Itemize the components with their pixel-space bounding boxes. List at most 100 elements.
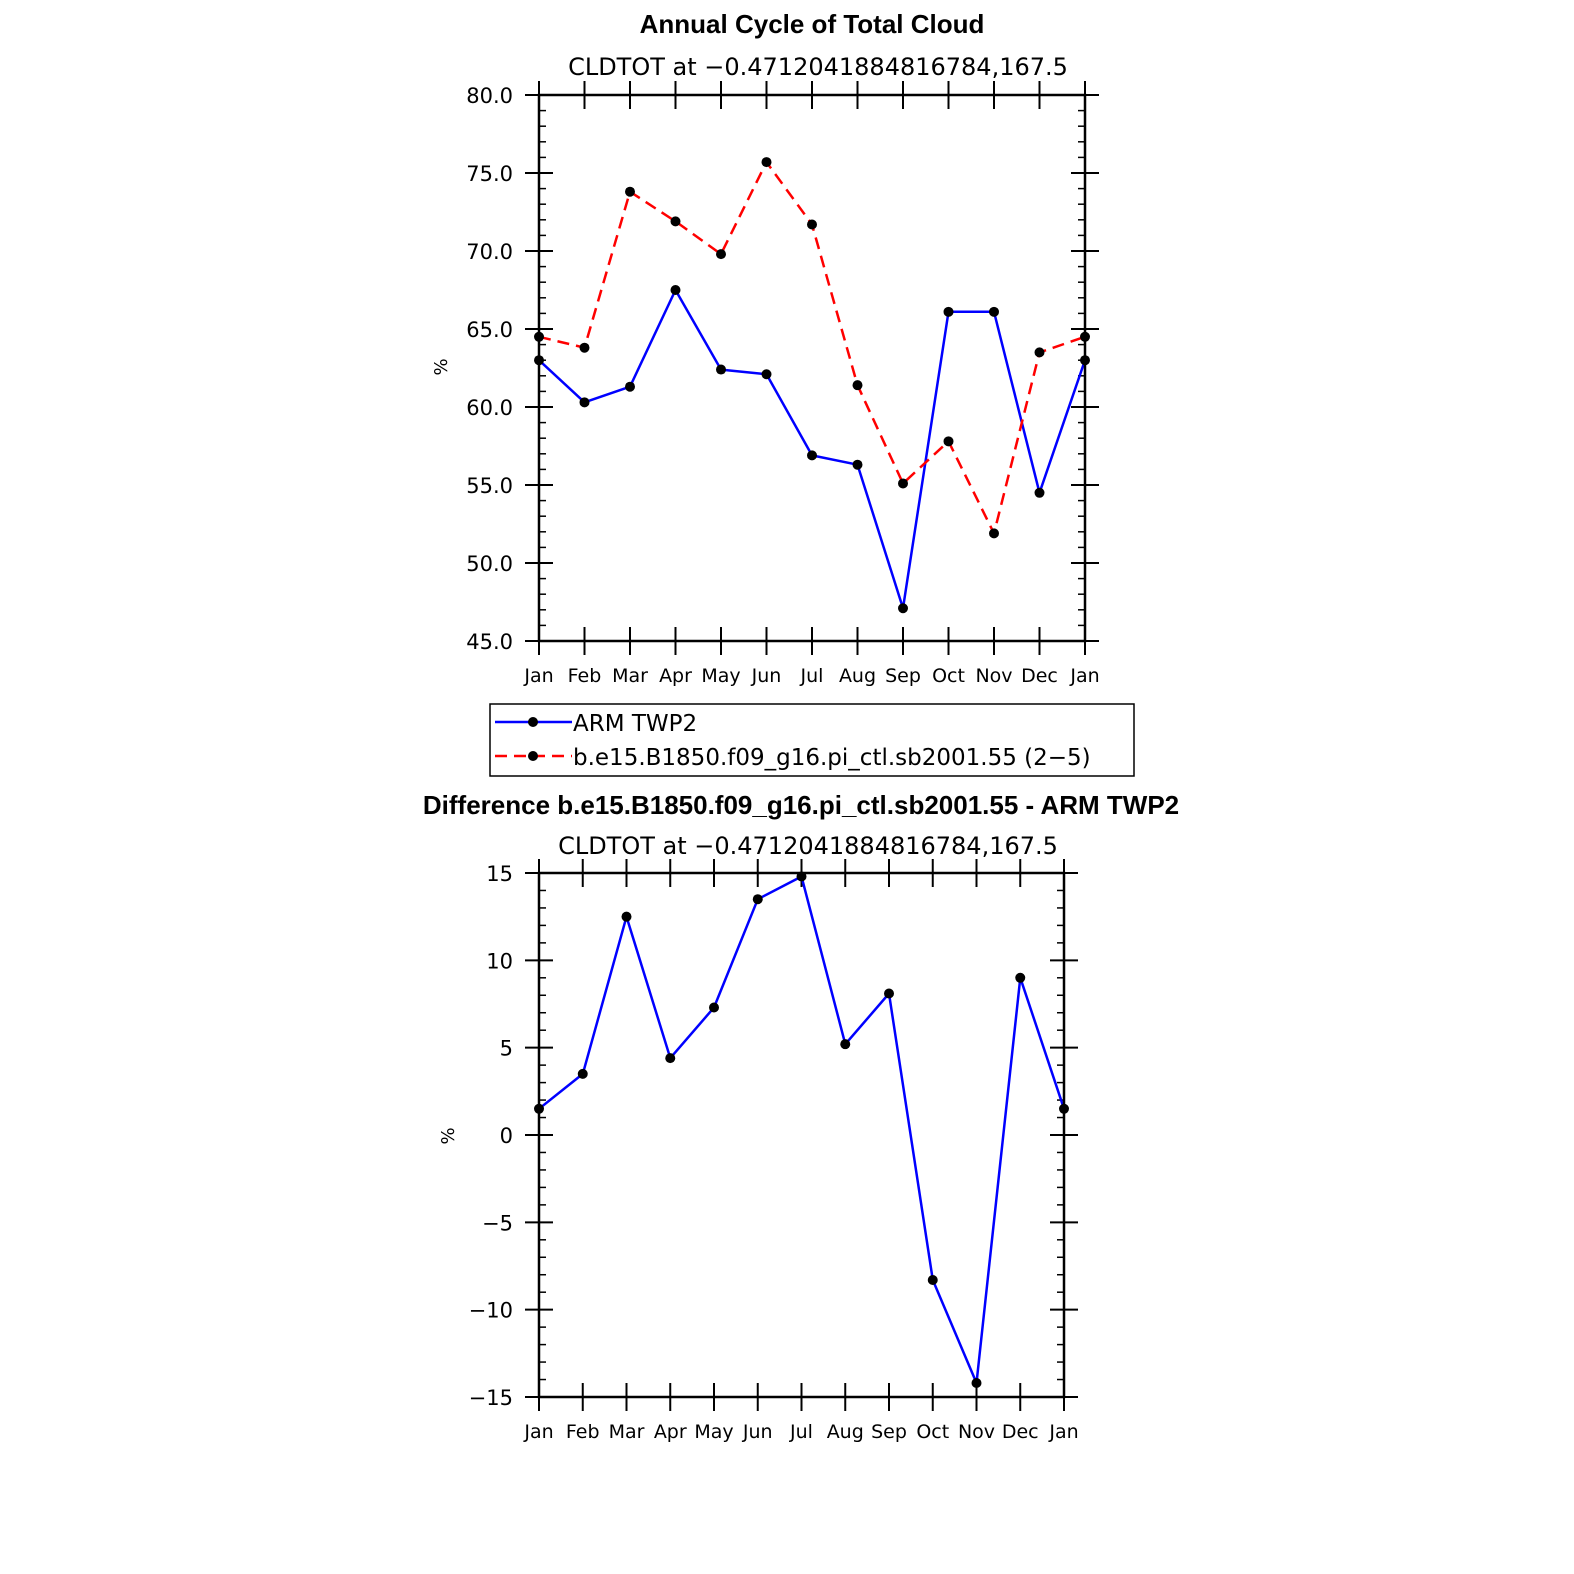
legend-label-model: b.e15.B1850.f09_g16.pi_ctl.sb2001.55 (2−…	[573, 745, 1091, 771]
x-tick-label: Jun	[742, 1421, 773, 1443]
x-tick-label: Apr	[654, 1421, 687, 1443]
data-point-0	[852, 459, 863, 470]
data-point-0	[807, 450, 817, 461]
plot-frame	[537, 93, 1087, 643]
data-point-0	[971, 1378, 982, 1389]
y-tick-label: 50.0	[466, 552, 513, 576]
x-tick-label: Jan	[1048, 1421, 1078, 1443]
data-point-0	[840, 1039, 851, 1050]
series-line-0	[538, 875, 1066, 1385]
x-tick-label: Aug	[827, 1421, 864, 1443]
data-point-0	[1015, 972, 1026, 983]
plot-frame	[537, 871, 1066, 1399]
x-tick-label: Aug	[839, 665, 876, 687]
data-point-0	[670, 285, 681, 295]
data-point-0	[943, 306, 954, 317]
data-point-0	[579, 397, 590, 408]
x-tick-label: Dec	[1021, 665, 1058, 687]
data-point-0	[716, 364, 726, 375]
data-point-1	[807, 219, 817, 230]
y-tick-label: −5	[482, 1211, 513, 1235]
data-point-1	[943, 436, 954, 447]
data-point-1	[852, 380, 863, 391]
data-point-0	[709, 1002, 719, 1013]
data-point-1	[898, 478, 908, 489]
chart-subtitle: CLDTOT at −0.4712041884816784,167.5	[568, 53, 1068, 81]
chart-subtitle: CLDTOT at −0.4712041884816784,167.5	[558, 832, 1058, 860]
y-tick-label: −15	[469, 1386, 513, 1410]
x-tick-label: Jan	[1069, 665, 1099, 687]
x-tick-label: May	[701, 665, 740, 687]
y-tick-label: 5	[500, 1037, 513, 1061]
data-point-1	[1034, 347, 1045, 358]
x-tick-label: Apr	[659, 665, 692, 687]
y-axis-label: %	[438, 1127, 459, 1144]
chart-title: Annual Cycle of Total Cloud	[640, 9, 985, 39]
x-tick-label: Sep	[885, 665, 921, 687]
x-tick-label: Oct	[932, 665, 965, 687]
y-tick-label: 75.0	[466, 162, 513, 186]
data-point-1	[579, 342, 590, 353]
x-tick-label: Mar	[612, 665, 648, 687]
series-group	[534, 157, 1090, 614]
series-line-0	[538, 288, 1087, 610]
data-point-0	[898, 603, 908, 614]
y-tick-label: 65.0	[466, 318, 513, 342]
data-point-0	[989, 306, 999, 317]
axis-ticks	[525, 859, 1078, 1411]
data-point-0	[665, 1053, 676, 1064]
data-point-0	[577, 1068, 588, 1079]
legend-marker-model	[528, 751, 538, 761]
y-tick-label: 15	[486, 862, 513, 886]
data-point-0	[1034, 487, 1045, 498]
x-tick-label: Jul	[789, 1421, 813, 1443]
x-tick-label: Oct	[916, 1421, 949, 1443]
legend: ARM TWP2 b.e15.B1850.f09_g16.pi_ctl.sb20…	[489, 703, 1135, 777]
x-tick-label: Jan	[523, 665, 553, 687]
y-tick-labels: 45.0 50.0 55.0 60.0 65.0 70.0 75.0 80.0	[466, 84, 513, 654]
y-tick-label: 60.0	[466, 396, 513, 420]
axis-ticks	[525, 81, 1099, 655]
y-tick-label: 55.0	[466, 474, 513, 498]
y-tick-label: 0	[500, 1124, 513, 1148]
x-tick-label: Jun	[751, 665, 782, 687]
difference-panel: Difference b.e15.B1850.f09_g16.pi_ctl.sb…	[423, 790, 1179, 1443]
data-point-1	[761, 157, 772, 168]
data-point-1	[625, 186, 635, 197]
x-tick-label: Nov	[958, 1421, 995, 1443]
legend-marker-arm	[528, 717, 538, 727]
data-point-0	[927, 1274, 938, 1285]
series-group	[534, 871, 1069, 1389]
data-point-0	[625, 381, 635, 392]
x-tick-label: Feb	[568, 665, 602, 687]
x-tick-label: Jul	[800, 665, 824, 687]
y-tick-labels: −15 −10 −5 0 5 10 15	[469, 862, 513, 1410]
y-tick-label: 80.0	[466, 84, 513, 108]
x-tick-label: Sep	[871, 1421, 907, 1443]
x-tick-label: Feb	[566, 1421, 600, 1443]
annual-cycle-panel: Annual Cycle of Total Cloud CLDTOT at −0…	[431, 9, 1100, 687]
x-tick-label: Mar	[609, 1421, 645, 1443]
y-tick-label: −10	[469, 1299, 513, 1323]
legend-label-arm: ARM TWP2	[573, 711, 697, 737]
y-axis-label: %	[431, 358, 452, 375]
x-tick-labels: Jan Feb Mar Apr May Jun Jul Aug Sep Oct Nov Dec Jan	[523, 1421, 1078, 1443]
data-point-1	[670, 216, 681, 227]
data-point-1	[989, 528, 999, 539]
data-point-0	[884, 988, 894, 999]
data-point-0	[761, 369, 772, 380]
y-tick-label: 45.0	[466, 630, 513, 654]
data-point-1	[716, 249, 726, 260]
chart-title: Difference b.e15.B1850.f09_g16.pi_ctl.sb…	[423, 790, 1179, 820]
x-tick-label: Nov	[975, 665, 1012, 687]
x-tick-label: Dec	[1002, 1421, 1039, 1443]
x-tick-label: Jan	[523, 1421, 553, 1443]
data-point-0	[621, 911, 632, 922]
y-tick-label: 10	[486, 949, 513, 973]
y-tick-label: 70.0	[466, 240, 513, 264]
legend-box	[489, 703, 1135, 777]
x-tick-labels: Jan Feb Mar Apr May Jun Jul Aug Sep Oct Nov Dec Jan	[523, 665, 1099, 687]
data-point-0	[752, 894, 763, 905]
x-tick-label: May	[694, 1421, 733, 1443]
